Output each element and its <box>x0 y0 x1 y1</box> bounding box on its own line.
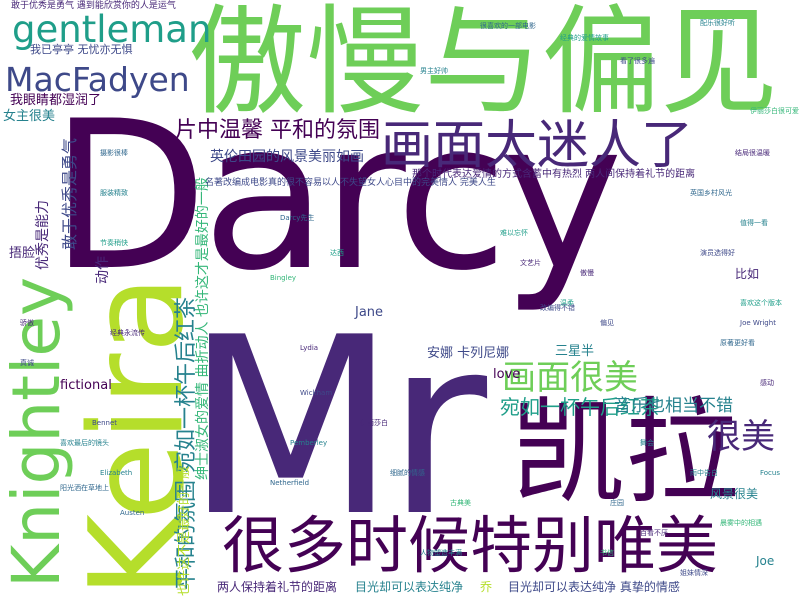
word-small: 人物塑造丰满 <box>420 549 462 557</box>
word-small: 阳光洒在草地上 <box>60 484 109 492</box>
word-small: 骄傲 <box>20 319 34 327</box>
word-small: Pemberley <box>290 439 328 447</box>
word-small: 原著更好看 <box>720 339 755 347</box>
word-fictional: fictional <box>60 378 112 393</box>
word-small: 真诚 <box>20 359 34 367</box>
word-joe: Joe <box>756 554 775 568</box>
word-knightley: Knightley <box>0 276 75 588</box>
word-small: 姐妹情深 <box>680 569 708 577</box>
word-warm-peaceful: 片中温馨 平和的氛围 <box>175 118 380 143</box>
word-music: 音乐也相当不错 <box>614 396 733 416</box>
word-pride-and-prejudice: 傲慢与偏见 <box>188 0 779 131</box>
word-small: Netherfield <box>270 479 310 487</box>
word-small: 经典永流传 <box>110 329 145 337</box>
word-picture-charming: 画面太迷人了 <box>381 116 694 176</box>
word-brave-v: 敢于优秀是勇气 <box>60 137 79 250</box>
word-small: 舞会 <box>640 439 654 447</box>
word-afternoon-tea-h: 宛如一杯午后红茶 <box>500 395 660 419</box>
word-small: 晨雾中的相遇 <box>720 519 762 527</box>
word-for-example: 比如 <box>735 267 760 281</box>
word-anna-karenina: 安娜 卡列尼娜 <box>427 346 510 361</box>
word-small: 服装精致 <box>100 189 128 197</box>
word-small: 温柔 <box>560 299 574 307</box>
word-small: Bennet <box>92 419 118 427</box>
word-love: love <box>493 367 521 382</box>
word-small: 雨中告白 <box>690 469 718 477</box>
word-era-love: 那个时代表达爱情的方式含蓄中有热烈 两人间保持着礼节的距离 <box>412 169 696 180</box>
word-macfadyen: MacFadyen <box>5 60 190 99</box>
word-kaila: 凯拉 <box>511 386 740 519</box>
word-small: 细腻的情感 <box>390 469 425 477</box>
word-slim: 我已亭亭 无忧亦无惧 <box>30 43 133 56</box>
word-three-half: 三星半 <box>555 344 595 359</box>
word-qiao: 乔 <box>480 580 493 594</box>
word-small: 偏见 <box>600 319 614 327</box>
word-small: 文艺片 <box>520 259 541 267</box>
word-often-beautiful: 很多时候特别唯美 <box>222 509 719 582</box>
word-famous-work: 名著改编成电影真的很不容易以人不失望女人心目中的完美情人 完美人生 <box>205 178 496 188</box>
word-ability-v: 优秀是能力 <box>35 200 51 270</box>
word-cover-face: 捂脸 <box>9 246 36 261</box>
word-small: Joe Wright <box>740 319 776 327</box>
word-small: 傲慢 <box>580 269 594 277</box>
word-small: 古典美 <box>450 499 471 507</box>
word-small: 难以忘怀 <box>500 229 528 237</box>
word-small: Bingley <box>270 274 297 282</box>
word-small: Lydia <box>300 344 319 352</box>
word-very-beautiful: 很美 <box>707 417 775 457</box>
word-also-best-v: 也许这不是最好的一般 <box>177 465 192 596</box>
word-small: 伊丽莎白 <box>360 419 388 427</box>
word-small: 喜欢这个版本 <box>740 299 782 307</box>
word-small: 喜欢最后的镜头 <box>60 439 109 447</box>
word-small: 配乐很好听 <box>700 19 735 27</box>
word-small: 经典的爱情故事 <box>560 34 609 42</box>
word-scenery: 风景很美 <box>710 487 759 501</box>
word-small: Austen <box>120 509 145 517</box>
word-small: 看了很多遍 <box>620 57 655 65</box>
word-small: 结局很温暖 <box>735 149 770 157</box>
word-jane: Jane <box>355 305 384 320</box>
word-small: 庄园 <box>610 499 624 507</box>
word-small: 伊丽莎白很可爱 <box>750 107 799 115</box>
word-gaze: 目光却可以表达纯净 <box>355 580 464 594</box>
word-distance: 两人保持着礼节的距离 <box>217 580 338 594</box>
word-small: 节奏稍快 <box>100 239 128 247</box>
word-gaze-true: 目光却可以表达纯净 真挚的情感 <box>508 580 680 594</box>
word-small: Focus <box>760 469 780 477</box>
word-actress: 女主很美 <box>3 109 56 124</box>
word-small: 男主好帅 <box>420 67 448 75</box>
word-small: 摄影很棒 <box>100 149 128 157</box>
word-small: 达西 <box>330 249 344 257</box>
word-brave-top: 敢于优秀是勇气 遇到能欣赏你的人是运气 <box>11 1 176 11</box>
word-small: Elizabeth <box>100 469 133 477</box>
word-eyes-wet: 我眼睛都湿润了 <box>10 93 102 108</box>
word-mr: Mr <box>185 285 487 570</box>
word-small: 值得一看 <box>740 219 768 227</box>
word-small: Wickham <box>300 389 333 397</box>
word-countryside: 英伦田园的风景美丽如画 <box>210 149 364 165</box>
word-small: 改编得不错 <box>540 304 575 312</box>
word-small: 书信 <box>600 549 614 557</box>
word-small: 很喜欢的一部电影 <box>480 22 536 30</box>
word-small: 感动 <box>760 379 774 387</box>
word-small: Darcy先生 <box>280 214 315 222</box>
word-gentleman: gentleman <box>12 8 212 51</box>
word-action-v: 动作 <box>95 256 111 284</box>
word-small: 百看不厌 <box>640 529 668 537</box>
word-small: 英国乡村风光 <box>690 189 732 197</box>
word-darcy: Darcy <box>50 78 623 316</box>
word-picture-beautiful: 画面很美 <box>502 358 638 398</box>
word-small: 演员选得好 <box>700 249 735 257</box>
word-gentry-v: 绅士淑女的爱情 曲折动人 也许这才是最好的一般 <box>195 177 211 480</box>
